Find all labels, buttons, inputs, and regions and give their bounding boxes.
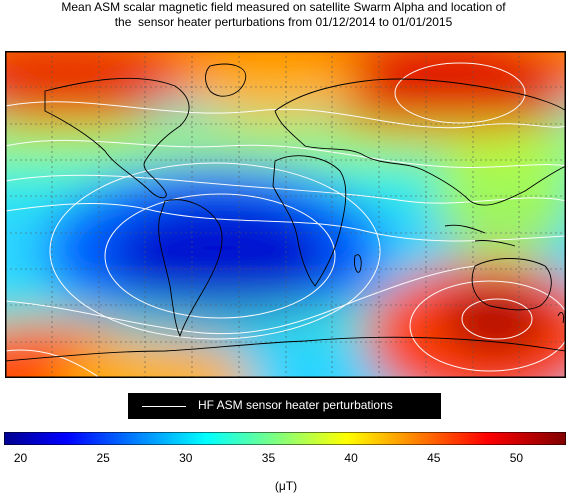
colorbar-tick-label: 45	[427, 451, 441, 465]
figure-title: Mean ASM scalar magnetic field measured …	[0, 0, 567, 30]
colorbar-tick-label: 30	[179, 451, 193, 465]
legend-label: HF ASM sensor heater perturbations	[198, 398, 393, 412]
map-legend: HF ASM sensor heater perturbations	[128, 393, 441, 419]
field-colormap	[5, 51, 566, 378]
coastlines	[5, 63, 566, 362]
legend-line-swatch	[142, 406, 186, 407]
colorbar-tick-label: 40	[344, 451, 358, 465]
colorbar-tick-label: 50	[509, 451, 524, 465]
title-line-2: the sensor heater perturbations from 01/…	[114, 15, 453, 29]
colorbar-tick-label: 20	[13, 451, 28, 465]
colorbar-unit: (μT)	[274, 479, 298, 493]
title-line-1: Mean ASM scalar magnetic field measured …	[61, 0, 506, 14]
colorbar-tick-label: 25	[96, 451, 110, 465]
magnetic-field-map	[5, 51, 566, 378]
colorbar-tick-label: 35	[261, 451, 276, 465]
colorbar	[4, 432, 566, 445]
map-frame	[5, 51, 566, 378]
